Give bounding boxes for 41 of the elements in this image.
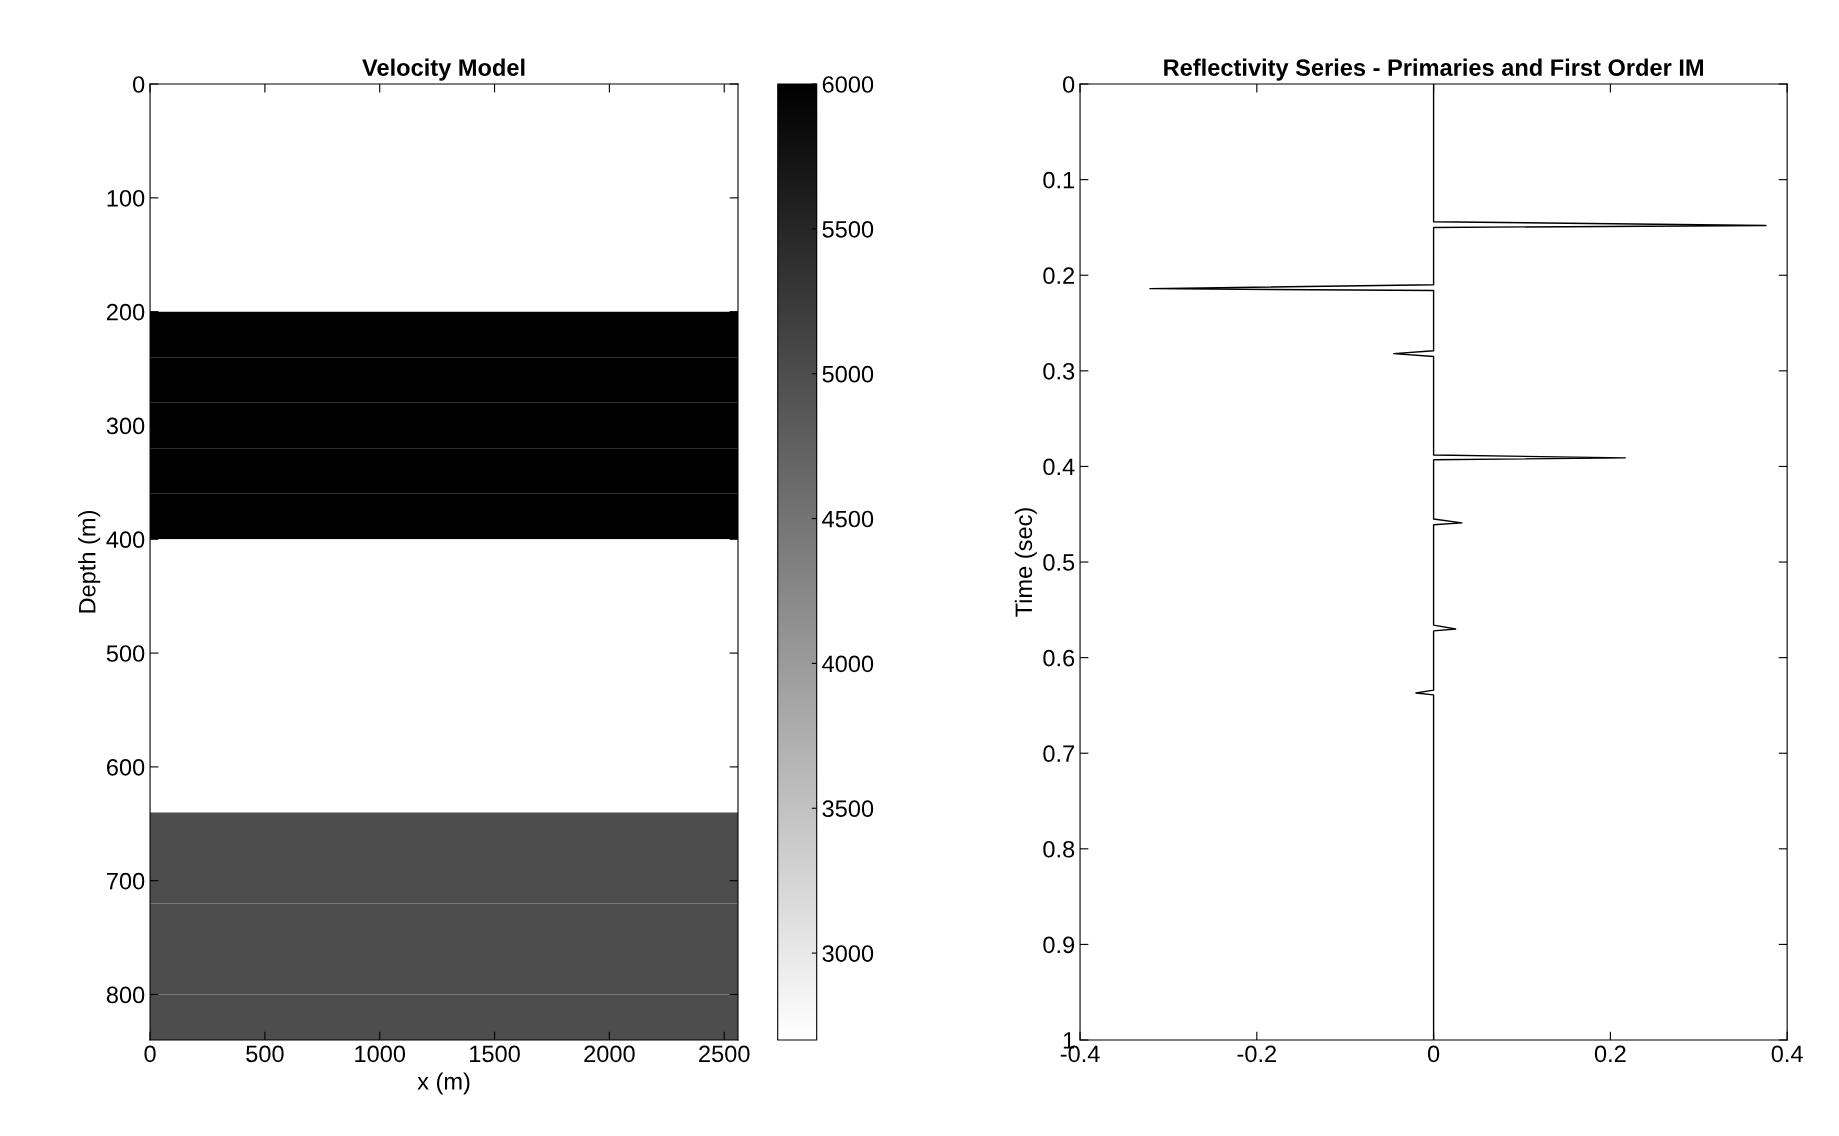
y-tick-label: 400 (106, 531, 145, 549)
y-tick-label: 600 (107, 758, 145, 776)
x-tick-label: 0 (144, 1045, 156, 1063)
x-tick-label: 0 (1427, 1045, 1440, 1063)
y-tick-label: 800 (106, 986, 145, 1004)
x-tick-label: 1000 (355, 1045, 406, 1063)
color-bar-label: 4000 (822, 655, 874, 673)
y-axis-title: Time (sec) (1014, 508, 1037, 617)
chart-title: Velocity Model (362, 58, 525, 81)
y-tick-label: 500 (106, 645, 145, 662)
x-tick-label: -0.2 (1237, 1045, 1276, 1063)
y-axis-title: Depth (m) (78, 511, 101, 613)
y-tick-label: 100 (107, 189, 145, 207)
x-tick-label: 0.2 (1594, 1045, 1626, 1063)
color-bar-label: 6000 (822, 76, 874, 93)
y-tick-label: 0.3 (1043, 362, 1075, 380)
y-tick-label: 200 (107, 303, 145, 321)
y-tick-label: 0.7 (1043, 745, 1074, 763)
chart-title: Reflectivity Series - Primaries and First Order IM (1164, 58, 1703, 81)
y-tick-label: 0.9 (1043, 936, 1075, 954)
color-bar-label: 5500 (822, 220, 874, 238)
y-tick-label: 0.5 (1043, 554, 1075, 571)
y-tick-label: 700 (107, 872, 145, 890)
color-bar-label: 4500 (822, 510, 874, 528)
y-tick-label: 0.6 (1043, 649, 1075, 667)
color-bar-label: 3500 (822, 800, 874, 818)
y-tick-label: 0 (1062, 76, 1075, 93)
x-tick-label: 0.4 (1771, 1045, 1803, 1063)
y-tick-label: 0.1 (1043, 171, 1075, 189)
color-bar-label: 5000 (822, 365, 874, 383)
y-tick-label: 0.2 (1043, 267, 1074, 285)
y-tick-label: 0.8 (1043, 840, 1075, 858)
x-tick-label: 2500 (699, 1045, 750, 1063)
x-axis-title: x (m) (417, 1072, 470, 1095)
x-tick-label: 1500 (470, 1045, 520, 1063)
y-tick-label: 0.4 (1043, 458, 1075, 476)
y-tick-label: 300 (106, 417, 145, 435)
y-tick-label: 0 (132, 76, 145, 93)
color-bar-label: 3000 (822, 945, 874, 962)
x-tick-label: 500 (246, 1045, 284, 1063)
x-tick-label: 2000 (584, 1045, 635, 1063)
